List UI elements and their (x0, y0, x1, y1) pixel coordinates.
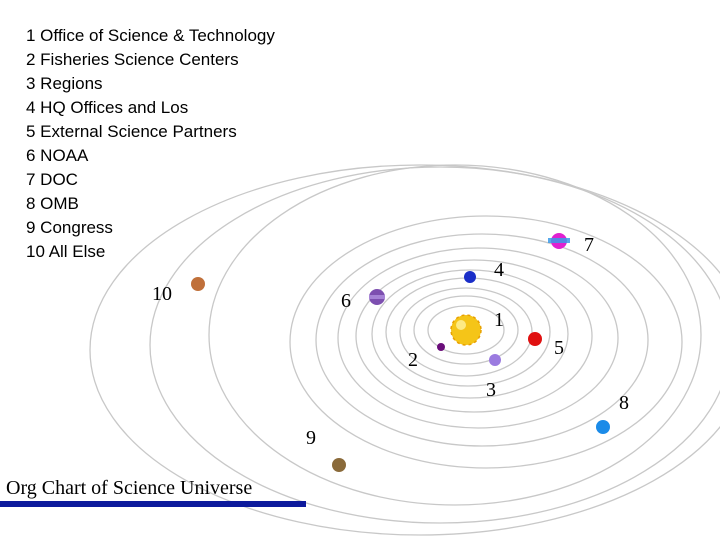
planet-5 (528, 332, 542, 346)
planet-label-1: 1 (494, 309, 504, 331)
orbit-10 (208, 164, 702, 506)
orbit-1 (427, 305, 505, 355)
diagram-caption: Org Chart of Science Universe (6, 477, 253, 499)
planet-label-5: 5 (554, 337, 564, 359)
legend-item: 5 External Science Partners (26, 122, 237, 141)
legend-item: 1 Office of Science & Technology (26, 26, 275, 45)
planet-label-4: 4 (494, 259, 504, 281)
planet-7 (548, 233, 570, 249)
orbit-11 (149, 166, 720, 524)
legend-item: 8 OMB (26, 194, 79, 213)
planet-label-10: 10 (152, 283, 172, 305)
legend-item: 3 Regions (26, 74, 103, 93)
planet-3 (489, 354, 501, 366)
planet-6 (369, 289, 385, 305)
planet-label-2: 2 (408, 349, 418, 371)
planet-10 (191, 277, 205, 291)
orbit-9 (289, 215, 683, 469)
legend-item: 10 All Else (26, 242, 106, 261)
orbit-2 (413, 295, 519, 365)
planet-4 (464, 271, 476, 283)
legend-item: 7 DOC (26, 170, 78, 189)
orbits (89, 164, 720, 536)
legend-item: 6 NOAA (26, 146, 89, 165)
legend-item: 9 Congress (26, 218, 113, 237)
orbit-5 (371, 269, 569, 399)
planet-label-3: 3 (486, 379, 496, 401)
planet-label-9: 9 (306, 427, 316, 449)
planet-1 (437, 343, 445, 351)
planet-label-8: 8 (619, 392, 629, 414)
orbit-8 (315, 233, 649, 447)
legend: 1 Office of Science & Technology 2 Fishe… (26, 24, 275, 264)
sun (450, 314, 482, 346)
planet-label-6: 6 (341, 290, 351, 312)
legend-item: 4 HQ Offices and Los (26, 98, 189, 117)
orbit-12 (89, 164, 720, 536)
planet-9 (332, 458, 346, 472)
planet-label-7: 7 (584, 234, 594, 256)
legend-item: 2 Fisheries Science Centers (26, 50, 239, 69)
orbit-6 (355, 259, 593, 413)
orbit-3 (399, 287, 533, 377)
orbit-7 (337, 247, 619, 429)
planet-8 (596, 420, 610, 434)
caption-underline (0, 501, 306, 507)
